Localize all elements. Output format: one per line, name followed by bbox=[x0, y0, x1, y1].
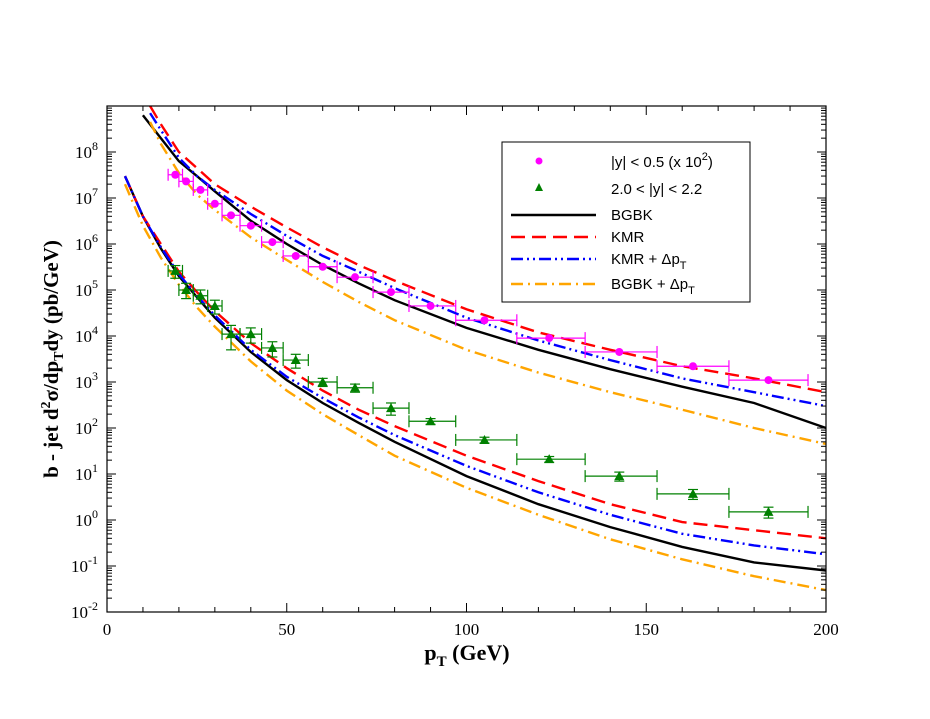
curve-central-dashed bbox=[149, 106, 826, 394]
data-point-forward bbox=[455, 433, 518, 446]
x-tick-label: 100 bbox=[454, 620, 480, 639]
y-tick-label: 100 bbox=[75, 507, 98, 530]
data-point-forward bbox=[728, 505, 809, 519]
curve-central-solid bbox=[141, 114, 826, 430]
y-title-part: T bbox=[52, 351, 67, 361]
data-point-central bbox=[336, 271, 374, 284]
data-point-central bbox=[178, 175, 194, 188]
data-point-forward bbox=[239, 327, 263, 344]
y-title-part: σ/dp bbox=[39, 361, 63, 402]
legend-item: KMR bbox=[511, 229, 645, 246]
data-point-central bbox=[207, 197, 223, 210]
y-tick-label: 101 bbox=[75, 461, 98, 484]
data-point-forward bbox=[336, 381, 374, 394]
data-point-central bbox=[282, 249, 309, 262]
x-tick-label: 150 bbox=[634, 620, 660, 639]
legend-label: |y| < 0.5 (x 102) bbox=[611, 151, 713, 171]
data-point-forward bbox=[167, 264, 184, 279]
data-point-central bbox=[167, 168, 184, 181]
y-tick-label: 105 bbox=[75, 277, 98, 300]
legend: |y| < 0.5 (x 102) 2.0 < |y| < 2.2 BGBK KMR K… bbox=[501, 141, 751, 303]
data-point-forward bbox=[221, 324, 241, 351]
data-point-forward bbox=[656, 487, 730, 501]
data-point-forward bbox=[260, 341, 284, 358]
legend-label: BGBK bbox=[611, 207, 653, 224]
data-point-central bbox=[221, 209, 241, 222]
data-point-central bbox=[455, 314, 518, 327]
data-point-forward bbox=[372, 402, 410, 416]
data-point-central bbox=[408, 299, 457, 312]
legend-item: KMR + ΔpT bbox=[511, 251, 687, 272]
y-tick-label: 102 bbox=[75, 415, 98, 438]
data-point-forward bbox=[408, 415, 457, 428]
data-point-central bbox=[307, 260, 338, 273]
legend-box bbox=[501, 141, 751, 303]
data-point-forward bbox=[516, 453, 586, 466]
legend-item: BGBK + ΔpT bbox=[511, 276, 695, 297]
legend-label: KMR bbox=[611, 229, 645, 246]
data-point-forward bbox=[307, 376, 338, 388]
x-tick-label: 200 bbox=[813, 620, 839, 639]
data-point-central bbox=[372, 286, 410, 299]
y-title-part: 2 bbox=[39, 401, 54, 408]
x-tick-label: 0 bbox=[103, 620, 112, 639]
y-tick-label: 104 bbox=[75, 323, 98, 346]
x-axis-title: pT (GeV) bbox=[424, 640, 509, 670]
legend-item: |y| < 0.5 (x 102) bbox=[535, 151, 713, 171]
data-point-central bbox=[728, 374, 809, 387]
data-point-forward bbox=[282, 353, 309, 369]
y-title-part: dy (pb/GeV) bbox=[39, 240, 63, 351]
legend-label: BGBK + ΔpT bbox=[611, 276, 695, 297]
data-point-central bbox=[260, 236, 284, 249]
data-point-central bbox=[239, 219, 263, 232]
legend-label: KMR + ΔpT bbox=[611, 251, 687, 272]
legend-label: 2.0 < |y| < 2.2 bbox=[611, 181, 702, 198]
data-point-forward bbox=[584, 470, 658, 483]
curve-forward-dashed bbox=[123, 175, 826, 540]
y-tick-label: 108 bbox=[75, 139, 98, 162]
y-title-part: b - jet d bbox=[39, 408, 63, 478]
curve-forward-solid bbox=[123, 175, 826, 572]
x-tick-label: 50 bbox=[278, 620, 295, 639]
axis-ticks bbox=[106, 105, 827, 613]
y-tick-label: 10-2 bbox=[71, 599, 98, 622]
curve-central-dashdotdot bbox=[149, 112, 826, 408]
curve-forward-dashdot bbox=[123, 183, 826, 592]
data-point-central bbox=[192, 183, 209, 196]
data-points bbox=[167, 168, 809, 519]
data-point-central bbox=[584, 345, 658, 358]
y-tick-label: 103 bbox=[75, 369, 98, 392]
data-point-central bbox=[516, 332, 586, 345]
y-axis-title: b - jet d2σ/dpTdy (pb/GeV) bbox=[39, 240, 67, 478]
y-tick-label: 107 bbox=[75, 185, 98, 208]
legend-item: BGBK bbox=[511, 207, 653, 224]
y-tick-label: 106 bbox=[75, 231, 98, 254]
data-point-forward bbox=[192, 289, 209, 305]
y-tick-label: 10-1 bbox=[71, 553, 98, 576]
legend-item: 2.0 < |y| < 2.2 bbox=[535, 181, 702, 198]
legend-marker-circle bbox=[535, 157, 543, 165]
data-point-forward bbox=[207, 299, 223, 315]
legend-marker-triangle bbox=[535, 183, 543, 191]
data-point-central bbox=[656, 360, 730, 373]
tick-labels: 0 50 100 150 200 10-2 10-1 100 101 102 103 104 105 10… bbox=[71, 139, 839, 639]
